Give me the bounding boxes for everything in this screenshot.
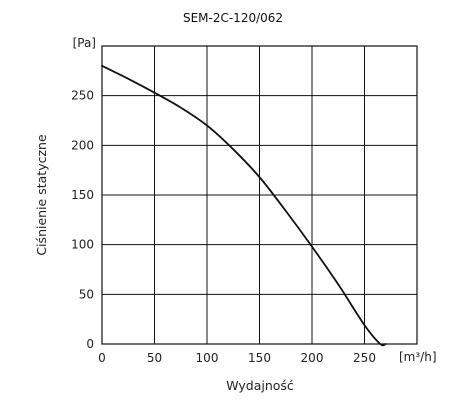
y-tick-label: 250 [71,89,94,103]
x-tick-label: 0 [98,351,106,365]
x-tick-label: 100 [196,351,219,365]
x-unit-label: [m³/h] [399,350,437,364]
y-tick-label: 100 [71,238,94,252]
y-tick-label: 150 [71,188,94,202]
chart-title: SEM-2C-120/062 [183,11,283,25]
y-tick-label: 200 [71,138,94,152]
y-axis-title: Ciśnienie statyczne [34,134,49,256]
y-tick-label: 50 [79,287,94,301]
grid-lines [102,46,417,344]
x-tick-labels: 0 50 100 150 200 250 [98,351,376,365]
x-axis-title: Wydajność [226,378,294,393]
y-tick-labels: 0 50 100 150 200 250 [71,89,94,351]
x-tick-label: 200 [301,351,324,365]
x-tick-label: 250 [353,351,376,365]
y-tick-label: 0 [86,337,94,351]
y-unit-label: [Pa] [73,36,96,50]
x-tick-label: 150 [248,351,271,365]
x-tick-label: 50 [147,351,162,365]
series-line [101,64,387,347]
plot-area-frame [101,45,418,345]
